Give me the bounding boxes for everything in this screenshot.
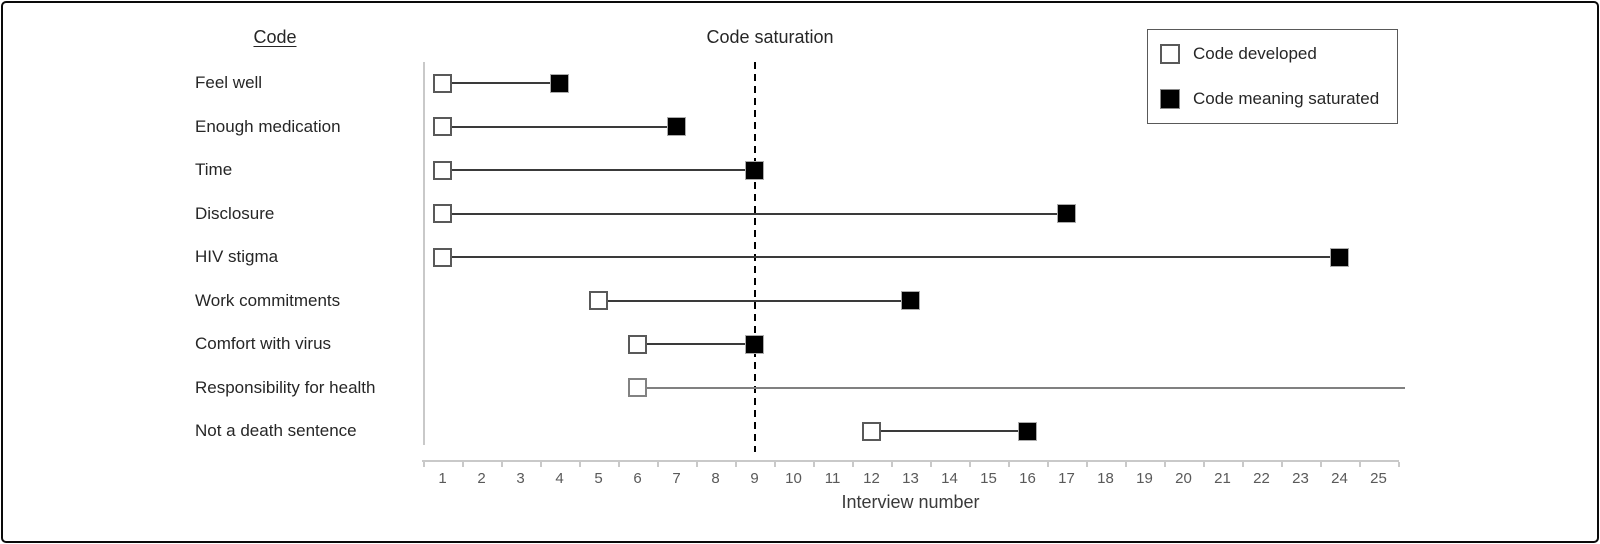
- x-tick-label: 1: [438, 470, 447, 487]
- code-saturated-marker: [667, 117, 686, 136]
- category-label: Feel well: [195, 73, 263, 92]
- legend-label: Code meaning saturated: [1193, 89, 1380, 108]
- x-tick-label: 5: [594, 470, 603, 487]
- code-developed-marker: [433, 160, 452, 180]
- legend-item-code-developed: Code developed: [1160, 44, 1317, 64]
- x-tick: [423, 461, 425, 467]
- connector-line: [637, 343, 755, 345]
- x-tick-label: 6: [633, 470, 642, 487]
- x-tick-label: 8: [711, 470, 720, 487]
- x-tick-label: 18: [1097, 470, 1114, 487]
- x-tick-label: 16: [1019, 470, 1036, 487]
- x-tick: [1164, 461, 1166, 467]
- x-tick: [696, 461, 698, 467]
- x-tick: [618, 461, 620, 467]
- legend: Code developed Code meaning saturated: [1147, 29, 1398, 124]
- category-label: Responsibility for health: [195, 377, 376, 397]
- code-developed-marker: [433, 117, 452, 136]
- code-developed-marker: [628, 334, 647, 354]
- code-developed-marker: [862, 421, 881, 441]
- x-tick-label: 14: [941, 470, 958, 487]
- code-saturated-marker: [1018, 421, 1037, 441]
- x-tick-label: 13: [902, 470, 919, 487]
- x-tick: [540, 461, 542, 467]
- x-tick-label: 19: [1136, 470, 1153, 487]
- x-tick-label: 17: [1058, 470, 1075, 487]
- x-tick: [1008, 461, 1010, 467]
- x-tick: [657, 461, 659, 467]
- x-tick-label: 20: [1175, 470, 1192, 487]
- x-tick: [852, 461, 854, 467]
- x-tick: [1320, 461, 1322, 467]
- x-tick: [1086, 461, 1088, 467]
- code-saturated-marker: [901, 291, 920, 310]
- x-tick: [735, 461, 737, 467]
- x-tick: [891, 461, 893, 467]
- x-tick: [1359, 461, 1361, 467]
- x-tick: [1125, 461, 1127, 467]
- code-saturated-marker: [1057, 204, 1076, 223]
- x-tick-label: 10: [785, 470, 802, 487]
- code-developed-marker: [433, 247, 452, 267]
- connector-line: [442, 82, 560, 84]
- filled-square-icon: [1160, 89, 1180, 109]
- category-label: Work commitments: [195, 290, 341, 310]
- legend-label: Code developed: [1193, 44, 1317, 63]
- code-saturated-marker: [745, 160, 764, 180]
- category-label: Enough medication: [195, 116, 341, 136]
- connector-line: [598, 299, 911, 302]
- x-tick: [1047, 461, 1049, 467]
- x-tick-label: 11: [824, 470, 841, 487]
- code-saturation-label: Code saturation: [706, 27, 834, 47]
- connector-line: [871, 430, 1028, 432]
- category-label: Disclosure: [195, 203, 275, 223]
- x-tick: [1398, 461, 1400, 467]
- x-tick: [1242, 461, 1244, 467]
- x-tick-label: 4: [555, 470, 564, 487]
- connector-line: [637, 386, 1405, 389]
- x-tick-label: 21: [1214, 470, 1231, 487]
- code-saturated-marker: [745, 334, 764, 354]
- y-axis-line: [423, 62, 425, 445]
- x-tick: [930, 461, 932, 467]
- open-square-icon: [1160, 44, 1180, 64]
- connector-line: [442, 256, 1340, 258]
- x-tick-label: 3: [516, 470, 525, 487]
- code-developed-marker: [433, 204, 452, 223]
- x-tick-label: 22: [1253, 470, 1270, 487]
- x-tick-label: 12: [863, 470, 880, 487]
- code-developed-marker: [433, 73, 452, 93]
- connector-line: [442, 125, 677, 128]
- code-developed-marker: [628, 378, 647, 397]
- x-axis-line: [422, 460, 1399, 462]
- category-label: Comfort with virus: [195, 334, 332, 353]
- connector-line: [442, 169, 755, 171]
- category-label: Not a death sentence: [195, 421, 357, 440]
- x-tick-label: 23: [1292, 470, 1309, 487]
- x-tick: [462, 461, 464, 467]
- x-tick: [1281, 461, 1283, 467]
- x-tick-label: 7: [672, 470, 681, 487]
- category-label: Time: [195, 160, 233, 179]
- x-tick: [774, 461, 776, 467]
- code-developed-marker: [589, 291, 608, 310]
- x-tick: [1203, 461, 1205, 467]
- x-tick: [969, 461, 971, 467]
- x-axis-title: Interview number: [841, 492, 980, 512]
- x-tick-label: 25: [1370, 470, 1387, 487]
- code-column-header: Code: [253, 27, 297, 47]
- code-saturated-marker: [550, 73, 569, 93]
- x-tick-label: 15: [980, 470, 997, 487]
- x-tick-label: 2: [477, 470, 486, 487]
- x-tick: [813, 461, 815, 467]
- category-label: HIV stigma: [195, 247, 279, 266]
- connector-line: [442, 212, 1067, 215]
- code-saturated-marker: [1330, 247, 1349, 267]
- x-tick: [501, 461, 503, 467]
- x-tick: [579, 461, 581, 467]
- legend-item-code-meaning-saturated: Code meaning saturated: [1160, 89, 1379, 109]
- x-tick-label: 9: [750, 470, 759, 487]
- x-tick-label: 24: [1331, 470, 1348, 487]
